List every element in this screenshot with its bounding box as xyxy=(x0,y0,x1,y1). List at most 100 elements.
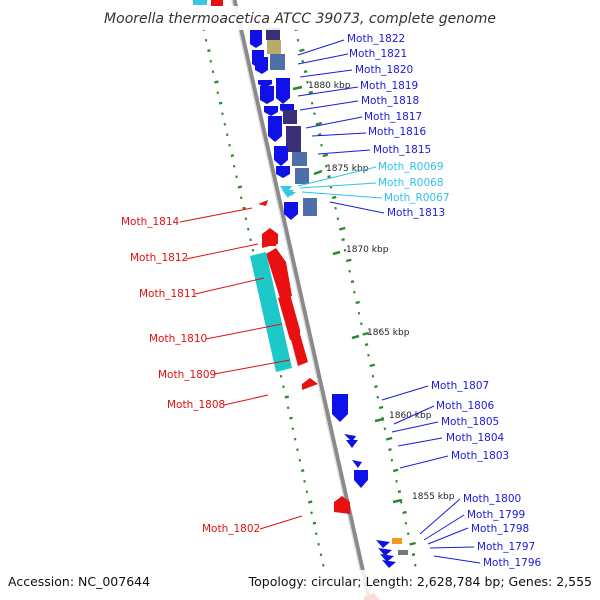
label-moth-1803[interactable]: Moth_1803 xyxy=(451,450,509,462)
gc-tick xyxy=(374,385,378,389)
gene-moth-r0067 xyxy=(286,192,296,196)
label-moth-1805[interactable]: Moth_1805 xyxy=(441,416,499,428)
label-moth-1804[interactable]: Moth_1804 xyxy=(446,432,505,444)
gc-tick xyxy=(314,532,318,536)
gc-tick xyxy=(404,521,408,525)
gc-tick xyxy=(286,406,290,410)
topology-text: Topology: circular; Length: 2,628,784 bp… xyxy=(248,574,592,589)
label-moth-1807[interactable]: Moth_1807 xyxy=(431,380,489,392)
gc-tick xyxy=(336,217,340,221)
gc-tick xyxy=(317,542,320,546)
kbp-label-1880: 1880 kbp xyxy=(308,81,351,91)
gene-moth-1810 xyxy=(278,294,300,340)
gc-tick xyxy=(305,490,309,494)
label-moth-1822[interactable]: Moth_1822 xyxy=(347,33,405,45)
label-moth-1813[interactable]: Moth_1813 xyxy=(387,207,445,219)
gene-moth-1812-head xyxy=(268,240,276,246)
gc-tick xyxy=(409,541,416,546)
gc-tick xyxy=(322,153,329,158)
label-moth-1815[interactable]: Moth_1815 xyxy=(373,144,431,156)
label-moth-1816[interactable]: Moth_1816 xyxy=(368,126,427,138)
label-moth-1809[interactable]: Moth_1809 xyxy=(158,369,216,381)
label-moth-1802[interactable]: Moth_1802 xyxy=(202,523,260,535)
label-moth-1820[interactable]: Moth_1820 xyxy=(355,64,413,76)
kbp-label-1855: 1855 kbp xyxy=(412,492,455,502)
kbp-marker-1860: 1860 kbp xyxy=(374,411,432,423)
gc-tick xyxy=(390,458,394,462)
gc-tick xyxy=(216,91,220,95)
kbp-marker-1865: 1865 kbp xyxy=(351,328,410,340)
cog-moth-1800 xyxy=(392,538,402,544)
label-moth-1810[interactable]: Moth_1810 xyxy=(149,333,207,345)
gc-tick xyxy=(279,374,283,378)
cog-moth-1813 xyxy=(303,198,317,216)
kbp-label-1865: 1865 kbp xyxy=(367,328,410,338)
gc-tick xyxy=(296,448,299,452)
label-moth-1799[interactable]: Moth_1799 xyxy=(467,509,525,521)
label-moth-1806[interactable]: Moth_1806 xyxy=(436,400,495,412)
gc-tick xyxy=(223,122,227,126)
gene-moth-1799 xyxy=(376,540,390,548)
gc-tick xyxy=(230,154,235,158)
gc-tick xyxy=(360,322,363,326)
gc-tick xyxy=(378,405,384,410)
gc-tick xyxy=(237,185,243,189)
gc-tick xyxy=(338,226,346,231)
label-moth-1817[interactable]: Moth_1817 xyxy=(364,111,422,123)
gc-tick xyxy=(411,553,416,557)
label-moth-1821[interactable]: Moth_1821 xyxy=(349,48,407,60)
gc-tick xyxy=(397,490,402,494)
cog-moth-1816 xyxy=(286,126,301,152)
gc-tick xyxy=(369,363,376,368)
gc-tick xyxy=(395,479,398,483)
label-moth-1811[interactable]: Moth_1811 xyxy=(139,288,197,300)
gc-tick xyxy=(406,532,410,536)
label-moth-1808[interactable]: Moth_1808 xyxy=(167,399,225,411)
gene-moth-1808 xyxy=(302,378,318,390)
gc-tick xyxy=(388,448,392,452)
cog-moth-1821 xyxy=(267,40,281,54)
kbp-marker-1870: 1870 kbp xyxy=(332,245,389,256)
kbp-label-1875: 1875 kbp xyxy=(326,164,369,174)
gene-moth-1804 xyxy=(352,460,362,468)
gc-tick xyxy=(209,59,213,63)
title-backdrop xyxy=(100,6,500,30)
gc-tick xyxy=(364,343,369,347)
label-moth-r0067[interactable]: Moth_R0067 xyxy=(384,192,450,204)
gc-tick xyxy=(327,175,331,179)
gc-tick xyxy=(383,427,387,431)
gc-tick xyxy=(324,164,328,168)
gc-tick xyxy=(296,38,300,42)
label-moth-1818[interactable]: Moth_1818 xyxy=(361,95,419,107)
top-partial-reverse-gene xyxy=(211,0,223,6)
label-moth-1812[interactable]: Moth_1812 xyxy=(130,252,188,264)
cog-moth-1797 xyxy=(398,550,408,555)
gc-tick xyxy=(355,300,360,305)
cog-moth-1815c xyxy=(295,168,309,184)
label-moth-1800[interactable]: Moth_1800 xyxy=(463,493,521,505)
gc-tick xyxy=(214,80,219,84)
gc-tick xyxy=(320,143,323,147)
label-moth-1814[interactable]: Moth_1814 xyxy=(121,216,180,228)
cog-moth-1822 xyxy=(266,28,280,40)
gene-labels: Moth_1822 Moth_1821 Moth_1820 Moth_1819 … xyxy=(121,33,542,569)
label-moth-1796[interactable]: Moth_1796 xyxy=(483,557,542,569)
gc-tick xyxy=(414,563,417,567)
gc-tick xyxy=(204,38,208,42)
gene-moth-1809 xyxy=(290,334,308,366)
gc-tick xyxy=(348,269,351,273)
footer-backdrop xyxy=(0,570,600,600)
gc-tick xyxy=(353,290,356,294)
gc-tick xyxy=(235,175,238,179)
label-moth-1797[interactable]: Moth_1797 xyxy=(477,541,535,553)
gene-moth-1815 xyxy=(274,146,288,166)
gc-tick xyxy=(291,427,295,431)
label-moth-1819[interactable]: Moth_1819 xyxy=(360,80,418,92)
gene-moth-1807 xyxy=(332,394,348,422)
label-moth-1798[interactable]: Moth_1798 xyxy=(471,523,529,535)
label-moth-r0068[interactable]: Moth_R0068 xyxy=(378,177,444,189)
gene-moth-1815b xyxy=(276,166,290,178)
label-moth-r0069[interactable]: Moth_R0069 xyxy=(378,161,444,173)
gc-tick xyxy=(228,143,231,147)
